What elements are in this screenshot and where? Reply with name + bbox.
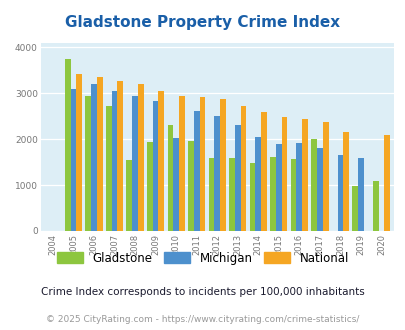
Bar xyxy=(208,158,214,231)
Bar xyxy=(372,182,378,231)
Bar xyxy=(70,89,76,231)
Bar xyxy=(147,143,152,231)
Bar xyxy=(179,96,184,231)
Bar xyxy=(193,111,199,231)
Legend: Gladstone, Michigan, National: Gladstone, Michigan, National xyxy=(52,247,353,269)
Bar xyxy=(214,116,220,231)
Bar xyxy=(138,84,143,231)
Bar xyxy=(65,59,70,231)
Bar xyxy=(275,144,281,231)
Bar xyxy=(158,91,164,231)
Bar xyxy=(384,135,389,231)
Bar xyxy=(111,91,117,231)
Bar xyxy=(220,99,225,231)
Bar xyxy=(228,158,234,231)
Bar xyxy=(152,101,158,231)
Bar xyxy=(270,157,275,231)
Bar xyxy=(76,74,82,231)
Bar xyxy=(343,132,348,231)
Bar xyxy=(97,77,102,231)
Bar xyxy=(240,106,246,231)
Text: Crime Index corresponds to incidents per 100,000 inhabitants: Crime Index corresponds to incidents per… xyxy=(41,287,364,297)
Bar xyxy=(126,160,132,231)
Bar xyxy=(260,112,266,231)
Bar xyxy=(249,163,255,231)
Text: Gladstone Property Crime Index: Gladstone Property Crime Index xyxy=(65,15,340,30)
Bar xyxy=(316,148,322,231)
Bar xyxy=(322,122,328,231)
Bar xyxy=(301,118,307,231)
Bar xyxy=(132,96,138,231)
Bar xyxy=(106,106,111,231)
Bar xyxy=(91,84,97,231)
Bar xyxy=(188,141,193,231)
Bar xyxy=(337,155,343,231)
Bar xyxy=(255,137,260,231)
Bar xyxy=(234,124,240,231)
Bar xyxy=(357,158,363,231)
Bar xyxy=(199,97,205,231)
Bar xyxy=(167,125,173,231)
Bar xyxy=(352,186,357,231)
Bar xyxy=(296,143,301,231)
Bar xyxy=(311,139,316,231)
Bar xyxy=(290,159,296,231)
Text: © 2025 CityRating.com - https://www.cityrating.com/crime-statistics/: © 2025 CityRating.com - https://www.city… xyxy=(46,315,359,324)
Bar xyxy=(173,138,179,231)
Bar xyxy=(281,117,287,231)
Bar xyxy=(85,96,91,231)
Bar xyxy=(117,81,123,231)
